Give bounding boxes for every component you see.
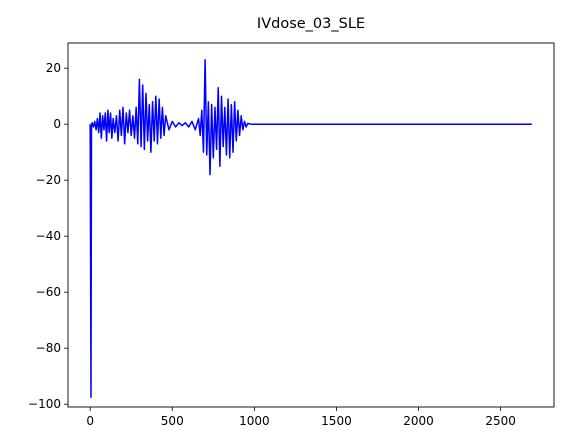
plot-frame	[67, 42, 555, 408]
x-tick-label: 1500	[321, 414, 352, 428]
y-tick-label: 20	[46, 61, 61, 75]
y-tick-label: −20	[36, 173, 61, 187]
x-tick-label: 500	[161, 414, 184, 428]
x-tick-label: 0	[86, 414, 94, 428]
y-tick-label: −40	[36, 229, 61, 243]
y-tick-label: −60	[36, 285, 61, 299]
y-tick-label: −80	[36, 341, 61, 355]
series-line-0	[89, 59, 532, 398]
chart-title: IVdose_03_SLE	[257, 16, 365, 32]
x-tick-label: 2500	[485, 414, 516, 428]
x-tick-label: 1000	[239, 414, 270, 428]
y-tick-label: 0	[53, 117, 61, 131]
x-tick-label: 2000	[403, 414, 434, 428]
y-tick-label: −100	[28, 397, 61, 411]
plot-background	[68, 43, 554, 407]
